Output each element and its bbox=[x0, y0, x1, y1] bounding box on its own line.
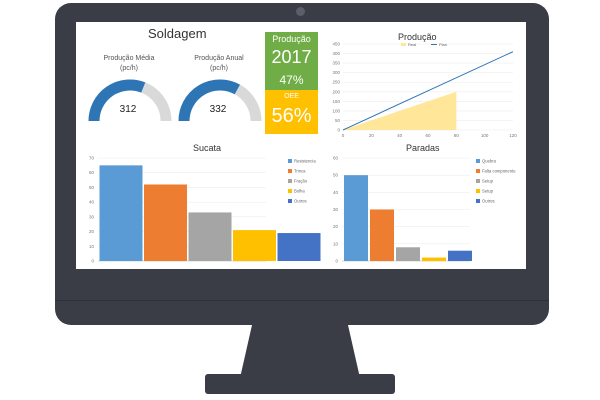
gauge-annual-value: 332 bbox=[209, 104, 227, 115]
production-ytick: 0 bbox=[337, 128, 340, 133]
sucata-bar bbox=[233, 230, 276, 261]
gauge-annual-fill bbox=[178, 79, 240, 122]
legend-label-real: Real bbox=[408, 42, 416, 47]
sucata-ytick: 60 bbox=[89, 170, 95, 175]
production-xtick: 0 bbox=[342, 133, 345, 138]
production-ytick: 100 bbox=[332, 108, 340, 113]
production-label: Produção bbox=[272, 34, 311, 44]
sucata-legend-label: Resistencia bbox=[294, 159, 316, 164]
paradas-legend-swatch bbox=[476, 189, 480, 193]
sucata-chart: 70 60 50 40 30 20 10 0 Resistencia Trinca Fração B… bbox=[89, 156, 321, 264]
sucata-legend-label: Fração bbox=[294, 179, 308, 184]
sucata-bar bbox=[188, 212, 232, 261]
sucata-legend-swatch bbox=[288, 199, 292, 203]
production-xtick: 100 bbox=[481, 133, 489, 138]
paradas-bar bbox=[448, 250, 472, 261]
paradas-legend-label: Falta componente bbox=[482, 169, 516, 174]
sucata-legend-swatch bbox=[288, 169, 292, 173]
paradas-legend-swatch bbox=[476, 159, 480, 163]
production-real-area bbox=[343, 91, 457, 130]
sucata-legend-label: Outros bbox=[294, 199, 307, 204]
paradas-ytick: 50 bbox=[333, 173, 339, 178]
monitor-neck bbox=[240, 325, 360, 378]
production-ytick: 50 bbox=[335, 118, 341, 123]
legend-swatch-real bbox=[401, 43, 406, 46]
production-ytick: 450 bbox=[332, 42, 340, 47]
gauge-avg-value: 312 bbox=[119, 104, 137, 115]
sucata-ytick: 70 bbox=[89, 156, 95, 161]
gauges bbox=[88, 79, 262, 122]
paradas-legend-swatch bbox=[476, 169, 480, 173]
production-ytick: 200 bbox=[332, 89, 340, 94]
dashboard-title: Soldagem bbox=[148, 26, 207, 41]
production-chart: 450 400 350 300 250 200 150 100 50 0 0 20 40 60 80 100… bbox=[332, 42, 517, 139]
sucata-bar bbox=[277, 233, 321, 261]
dashboard-screen: Soldagem Produção Média (pc/h) Produção … bbox=[76, 22, 526, 269]
gauge-avg-label-line2: (pc/h) bbox=[120, 65, 138, 72]
sucata-legend-swatch bbox=[288, 159, 292, 163]
gauge-avg-label-line1: Produção Média bbox=[103, 55, 155, 62]
paradas-bar bbox=[344, 175, 368, 261]
paradas-bar bbox=[370, 209, 394, 261]
paradas-chart-title: Paradas bbox=[406, 143, 440, 153]
legend-label-plan: Plan bbox=[439, 42, 447, 47]
sucata-ytick: 10 bbox=[89, 244, 95, 249]
sucata-ytick: 30 bbox=[89, 214, 95, 219]
monitor-base bbox=[205, 374, 395, 394]
paradas-ytick: 40 bbox=[333, 190, 339, 195]
paradas-legend-label: Quebra bbox=[482, 159, 497, 164]
oee-value: 56% bbox=[271, 105, 312, 127]
production-ytick: 300 bbox=[332, 70, 340, 75]
oee-box bbox=[265, 90, 318, 134]
sucata-legend-label: Trinca bbox=[294, 169, 306, 174]
paradas-ytick: 10 bbox=[333, 241, 339, 246]
paradas-bar bbox=[396, 247, 420, 261]
paradas-legend-swatch bbox=[476, 179, 480, 183]
sucata-legend-swatch bbox=[288, 179, 292, 183]
production-year: 2017 bbox=[271, 47, 312, 67]
sucata-legend-swatch bbox=[288, 189, 292, 193]
gauge-annual-label-line2: (pc/h) bbox=[210, 65, 228, 72]
paradas-bar bbox=[422, 257, 446, 261]
gauge-annual-label-line1: Produção Anual bbox=[194, 55, 244, 62]
paradas-legend-swatch bbox=[476, 199, 480, 203]
gauge-avg-fill bbox=[88, 79, 146, 122]
paradas-legend-label: Outros bbox=[482, 199, 495, 204]
paradas-ytick: 30 bbox=[333, 207, 339, 212]
sucata-bar bbox=[99, 165, 143, 261]
production-box bbox=[265, 32, 318, 90]
production-ytick: 400 bbox=[332, 51, 340, 56]
production-xtick: 80 bbox=[454, 133, 460, 138]
sucata-ytick: 50 bbox=[89, 185, 95, 190]
paradas-chart: 60 50 40 30 20 10 0 Quebra Falta componente Setu… bbox=[333, 156, 516, 264]
production-chart-title: Produção bbox=[398, 32, 437, 42]
sucata-legend-label: Bolha bbox=[294, 189, 305, 194]
sucata-ytick: 20 bbox=[89, 229, 95, 234]
sucata-bar bbox=[144, 184, 187, 261]
production-xtick: 20 bbox=[369, 133, 375, 138]
production-ytick: 150 bbox=[332, 99, 340, 104]
production-ytick: 250 bbox=[332, 80, 340, 85]
paradas-ytick: 0 bbox=[335, 259, 338, 264]
production-xtick: 40 bbox=[397, 133, 403, 138]
paradas-ytick: 60 bbox=[333, 156, 339, 161]
paradas-ytick: 20 bbox=[333, 224, 339, 229]
sucata-ytick: 0 bbox=[91, 259, 94, 264]
sucata-ytick: 40 bbox=[89, 200, 95, 205]
production-xtick: 120 bbox=[509, 133, 517, 138]
paradas-legend-label: Setup bbox=[482, 189, 494, 194]
paradas-legend-label: Setup bbox=[482, 179, 494, 184]
production-plan-line bbox=[342, 51, 514, 131]
production-ytick: 350 bbox=[332, 61, 340, 66]
webcam bbox=[296, 7, 305, 16]
oee-label: OEE bbox=[284, 93, 299, 100]
monitor-chin-divider bbox=[55, 300, 549, 301]
sucata-chart-title: Sucata bbox=[193, 143, 222, 153]
production-xtick: 60 bbox=[425, 133, 431, 138]
production-percent: 47% bbox=[279, 73, 304, 87]
